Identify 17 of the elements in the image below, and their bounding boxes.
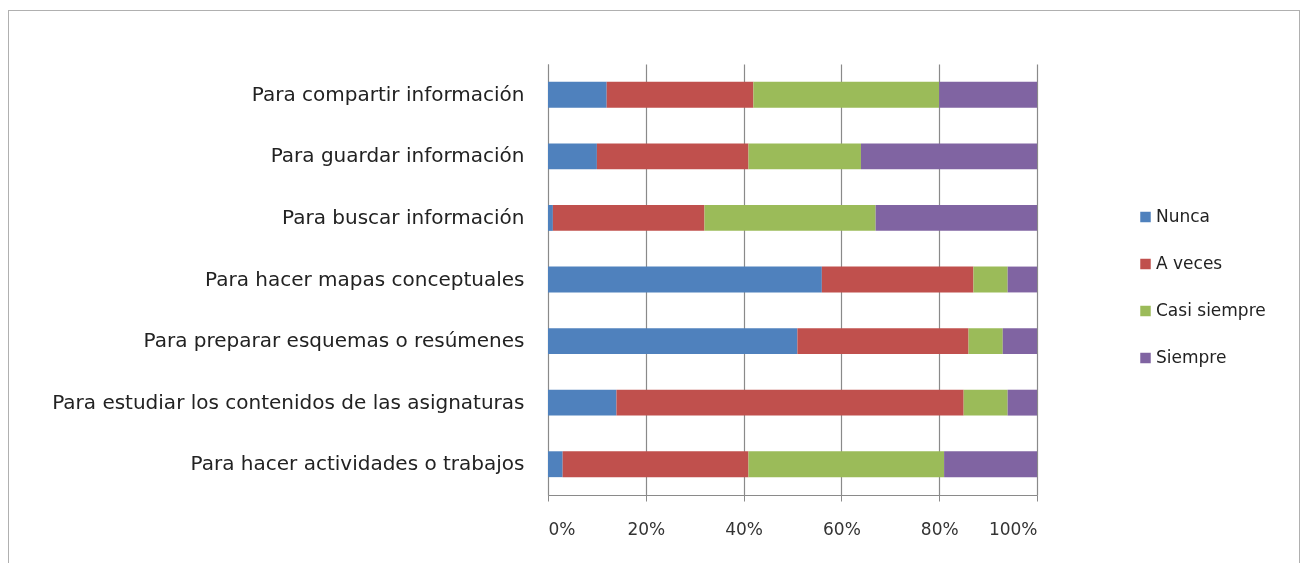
legend-label: Nunca [1156, 206, 1211, 226]
y-tick-label: Para hacer mapas conceptuales [205, 266, 525, 291]
legend-label: Casi siempre [1156, 300, 1266, 320]
y-tick-label: Para guardar información [270, 143, 525, 168]
x-tick-label: 60% [823, 518, 861, 539]
x-tick-label: 0% [548, 518, 576, 539]
y-tick-label: Para preparar esquemas o resúmenes [143, 328, 525, 353]
legend-label: Siempre [1156, 347, 1227, 367]
x-tick-label: 20% [627, 518, 666, 539]
y-tick-label: Para compartir información [251, 81, 525, 106]
y-tick-label: Para estudiar los contenidos de las asignaturas [52, 389, 525, 414]
y-tick-label: Para buscar información [282, 204, 525, 229]
x-tick-label: 100% [988, 518, 1038, 539]
x-tick-label: 40% [725, 518, 763, 539]
y-tick-label: Para hacer actividades o trabajos [190, 451, 525, 476]
x-tick-label: 80% [920, 518, 959, 539]
legend-label: A veces [1156, 253, 1223, 273]
